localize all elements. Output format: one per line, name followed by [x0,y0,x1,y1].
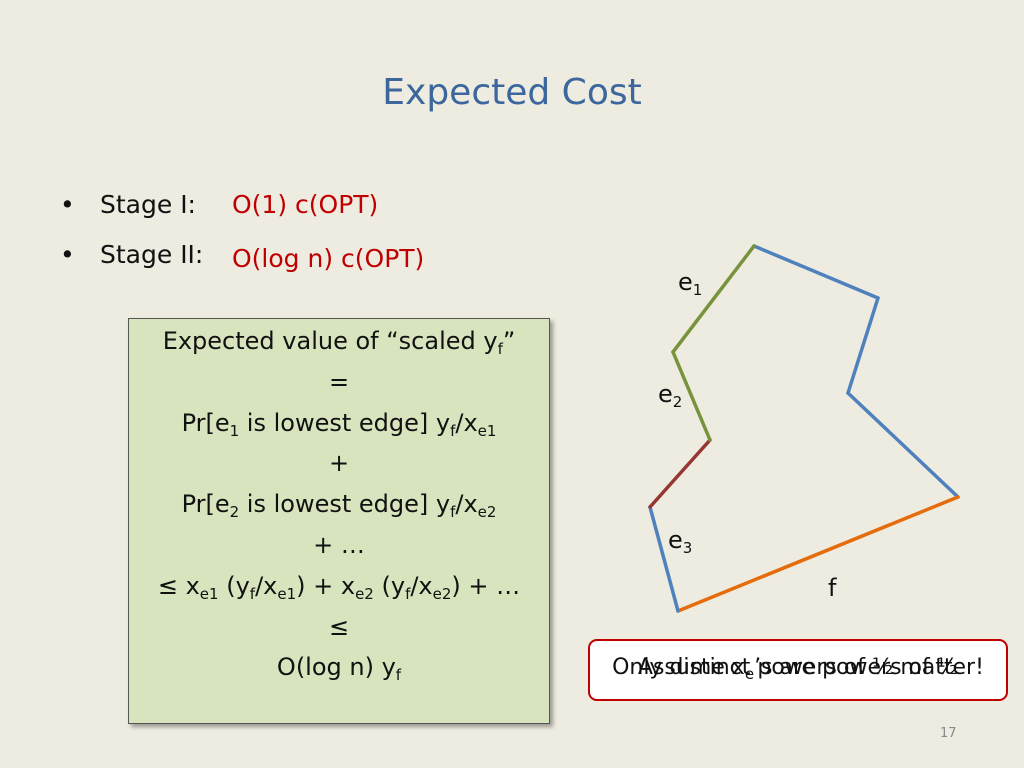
bullet-marker: • [60,190,75,219]
subscript: e2 [477,503,497,522]
subscript: e1 [277,584,297,603]
edge-label: e3 [668,526,693,557]
callout-text: Only distinct powers of ½ matter! [590,655,1006,680]
edge-e1 [671,244,756,354]
subscript: 2 [229,503,240,522]
subscript: f [497,340,503,358]
bullet-value: O(1) c(OPT) [232,190,379,219]
page-number: 17 [940,726,957,741]
formula-line: Pr[e1 is lowest edge] yf/xe1 [129,408,549,440]
edge [846,296,880,395]
subscript: 1 [692,281,703,299]
edge-e3 [648,438,712,509]
text-run: Pr[e [181,408,230,437]
slide-title: Expected Cost [382,72,642,113]
text-run: ’s are powers of ½ [754,655,959,680]
text-run: Only distinct powers of ½ matter! [612,655,984,680]
bullet-marker: • [60,240,75,269]
text-run: ≤ [328,612,350,641]
subscript: f [405,584,411,603]
text-run: Pr[e [181,490,230,519]
edge-label: e2 [658,380,683,411]
text-run: e [678,268,693,296]
edge-label: e1 [678,268,703,299]
edge [648,505,680,613]
text-run: (y [218,571,250,600]
text-run: f [828,574,837,602]
text-run: Assume x [637,655,745,680]
formula-line: = [129,368,549,396]
subscript: e [744,665,755,683]
text-run: + [328,449,350,478]
formula-line: O(log n) yf [129,653,549,685]
bullet-label: Stage I: [100,190,196,219]
text-run: is lowest edge] y [239,490,451,519]
edge-f [676,495,960,613]
subscript: f [450,503,456,522]
text-run: Expected value of “scaled y [162,327,498,355]
subscript: 2 [672,393,683,411]
callout-text: Assume xe’s are powers of ½ [590,655,1006,683]
text-run: + … [313,531,365,559]
formula-line: Expected value of “scaled yf” [129,327,549,358]
edge-label: f [828,574,836,602]
text-run: /x [255,571,278,600]
formula-line: + [129,449,549,477]
edge [752,244,880,300]
subscript: f [450,421,456,440]
subscript: e1 [477,421,497,440]
bullet-value: O(log n) c(OPT) [232,244,425,273]
text-run: ” [502,327,516,355]
text-run: /x [455,490,478,519]
text-run: e [658,380,673,408]
subscript: e1 [199,584,219,603]
bullet-label: Stage II: [100,240,204,269]
formula-line: ≤ [129,613,549,641]
subscript: e2 [355,584,374,603]
text-run: (y [373,571,406,600]
formula-line: Pr[e2 is lowest edge] yf/xe2 [129,490,549,522]
formula-line: ≤ xe1 (yf/xe1) + xe2 (yf/xe2) + … [129,571,549,603]
text-run: ≤ x [157,571,200,600]
subscript: f [249,584,256,603]
subscript: f [395,666,402,685]
text-run: = [328,367,350,396]
text-run: is lowest edge] y [239,408,451,437]
text-run: /x [410,571,433,600]
subscript: e2 [432,584,452,603]
callout: Only distinct powers of ½ matter! Assume… [588,639,1008,701]
edge [846,391,960,499]
formula-box: Expected value of “scaled yf” = Pr[e1 is l… [128,318,550,724]
text-run: /x [455,408,478,437]
text-run: e [668,526,683,554]
edge-e2 [671,350,712,442]
text-run: O(log n) y [276,653,396,682]
formula-line: + … [129,531,549,559]
subscript: 3 [682,539,693,557]
text-run: ) + x [296,571,356,600]
subscript: 1 [229,421,240,440]
text-run: ) + … [451,571,521,600]
